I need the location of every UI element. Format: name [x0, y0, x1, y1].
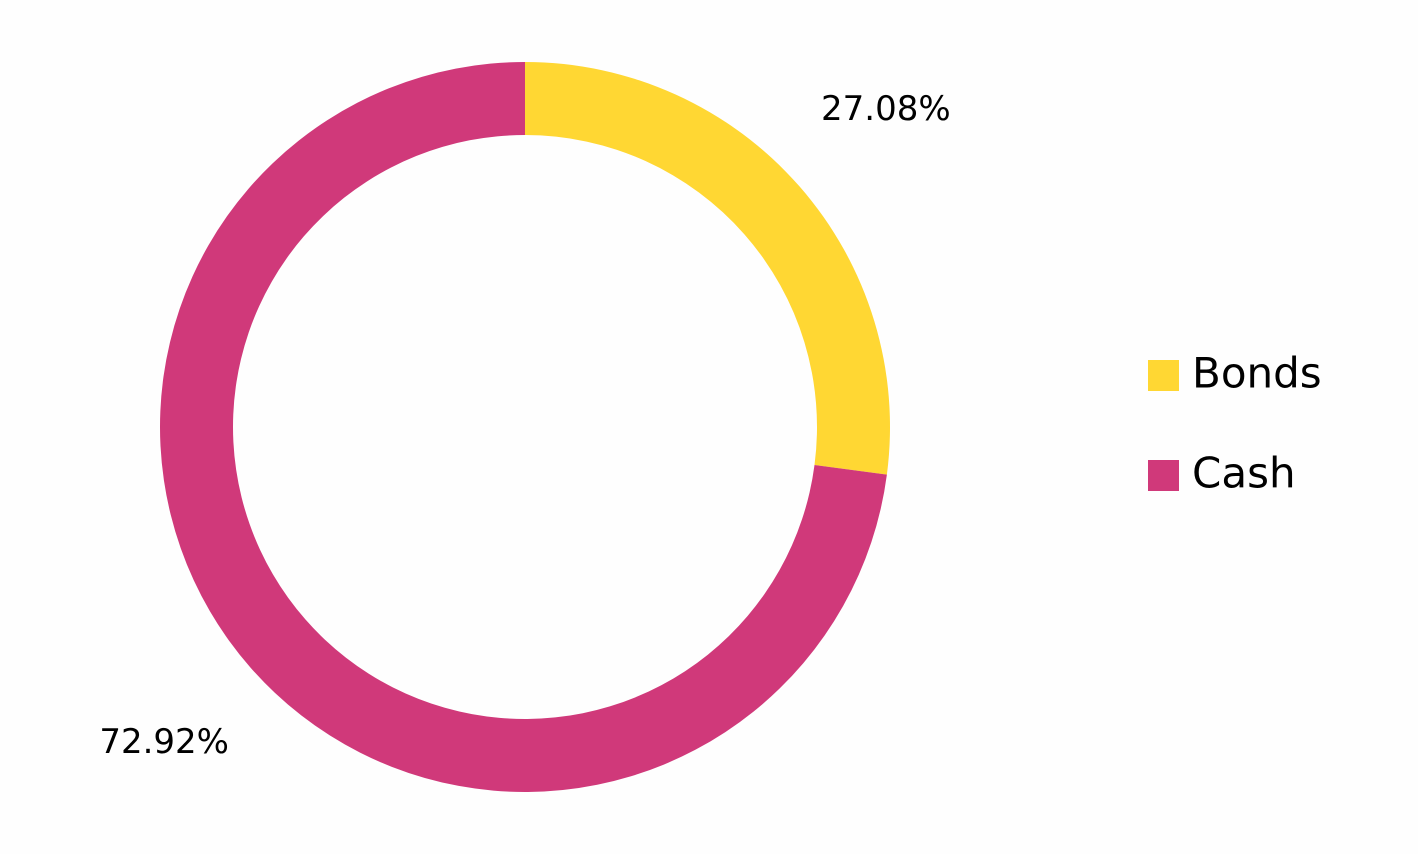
data-label: 27.08% [821, 89, 951, 129]
legend-label: Bonds [1192, 349, 1322, 398]
legend-label: Cash [1192, 449, 1296, 498]
legend-swatch [1148, 460, 1179, 491]
legend-swatch [1148, 360, 1179, 391]
donut-segment [525, 62, 890, 475]
data-label: 72.92% [99, 722, 229, 762]
